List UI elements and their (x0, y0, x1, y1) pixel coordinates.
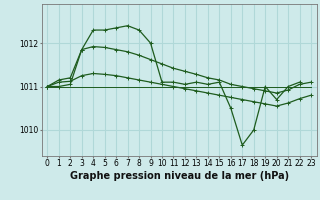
X-axis label: Graphe pression niveau de la mer (hPa): Graphe pression niveau de la mer (hPa) (70, 171, 289, 181)
